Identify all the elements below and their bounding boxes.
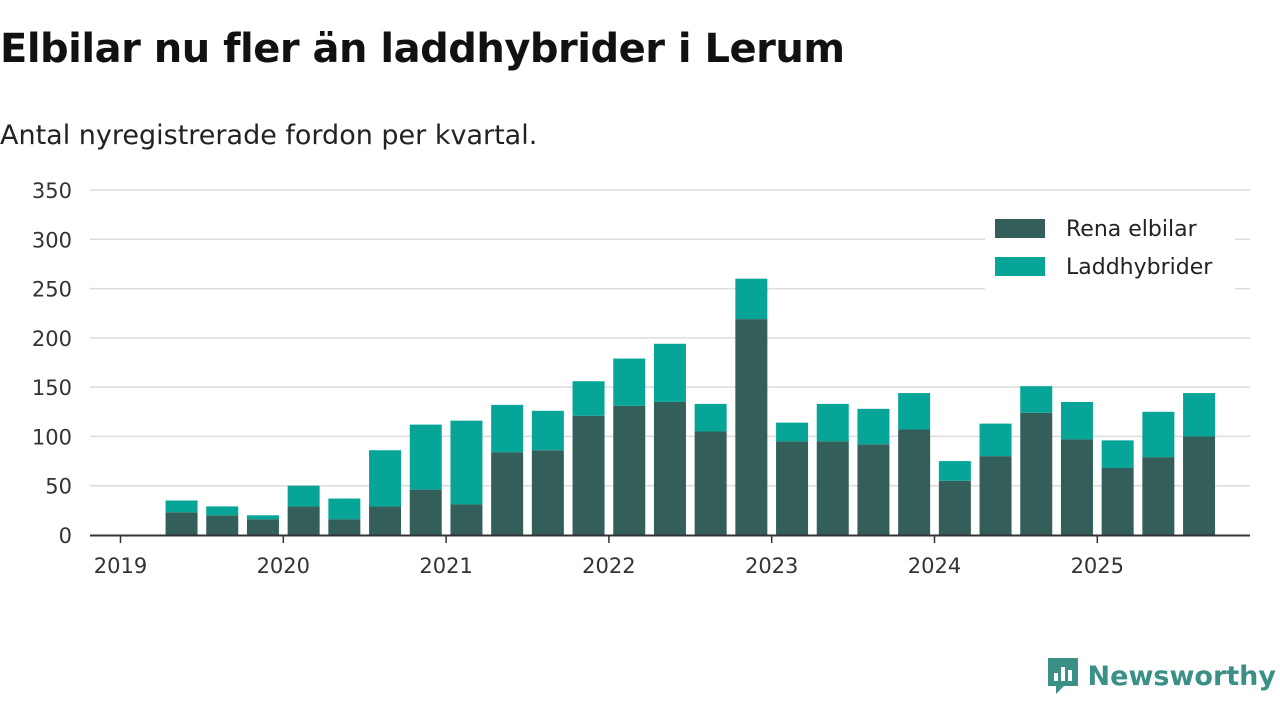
y-tick-label: 150 — [32, 376, 72, 400]
bar-laddhybrider — [735, 278, 768, 320]
legend-swatch-laddhybrider — [995, 257, 1045, 276]
bar-laddhybrider — [531, 410, 564, 451]
bar-laddhybrider — [1142, 411, 1175, 458]
bar-elbilar — [450, 504, 483, 535]
brand-name: Newsworthy — [1087, 660, 1276, 692]
bar-laddhybrider — [816, 403, 849, 442]
bar-laddhybrider — [1020, 386, 1053, 413]
bar-elbilar — [938, 480, 971, 535]
x-tick-label: 2025 — [1071, 554, 1124, 578]
bar-laddhybrider — [694, 403, 727, 432]
bar-laddhybrider — [938, 461, 971, 481]
x-tick-label: 2021 — [419, 554, 472, 578]
bar-elbilar — [898, 429, 931, 535]
bar-laddhybrider — [491, 404, 524, 453]
bar-elbilar — [165, 512, 198, 535]
bar-laddhybrider — [1183, 393, 1216, 437]
bar-elbilar — [613, 405, 646, 535]
bar-elbilar — [1142, 457, 1175, 535]
bar-elbilar — [653, 401, 686, 535]
bar-elbilar — [328, 519, 361, 535]
bars — [165, 278, 1216, 535]
bar-elbilar — [1060, 439, 1093, 535]
x-tick-label: 2024 — [908, 554, 961, 578]
legend-label-elbilar: Rena elbilar — [1066, 217, 1198, 242]
bar-laddhybrider — [206, 506, 239, 516]
bar-laddhybrider — [287, 485, 320, 507]
y-tick-label: 300 — [32, 228, 72, 252]
legend-label-laddhybrider: Laddhybrider — [1066, 255, 1213, 280]
bar-laddhybrider — [898, 393, 931, 430]
y-tick-label: 200 — [32, 327, 72, 351]
bar-elbilar — [572, 415, 605, 535]
bar-laddhybrider — [613, 358, 646, 406]
bar-elbilar — [857, 444, 890, 535]
chart-subtitle: Antal nyregistrerade fordon per kvartal. — [0, 120, 538, 151]
bar-laddhybrider — [165, 500, 198, 513]
bar-laddhybrider — [776, 422, 809, 442]
bar-elbilar — [246, 519, 279, 535]
bar-laddhybrider — [1101, 440, 1134, 468]
y-tick-label: 0 — [59, 524, 72, 548]
bar-laddhybrider — [979, 423, 1012, 457]
bar-elbilar — [531, 450, 564, 535]
bar-elbilar — [287, 506, 320, 535]
x-tick-label: 2019 — [94, 554, 147, 578]
x-axis-ticks: 2019 2020 2021 2022 2023 2024 2025 — [94, 536, 1124, 578]
bar-laddhybrider — [409, 424, 442, 490]
x-tick-label: 2022 — [582, 554, 635, 578]
legend-swatch-elbilar — [995, 219, 1045, 238]
newsworthy-logo-icon — [1047, 658, 1078, 694]
bar-laddhybrider — [653, 343, 686, 402]
bar-elbilar — [735, 319, 768, 535]
bar-elbilar — [491, 452, 524, 535]
bar-laddhybrider — [328, 498, 361, 520]
bar-laddhybrider — [857, 408, 890, 445]
bar-laddhybrider — [450, 420, 483, 505]
bar-laddhybrider — [572, 381, 605, 416]
y-tick-label: 350 — [32, 179, 72, 203]
bar-laddhybrider — [369, 450, 402, 507]
x-tick-label: 2023 — [745, 554, 798, 578]
y-axis-ticks: 0 50 100 150 200 250 300 350 — [32, 179, 72, 548]
bar-elbilar — [369, 506, 402, 535]
bar-elbilar — [694, 431, 727, 535]
bar-elbilar — [1020, 412, 1053, 535]
y-tick-label: 250 — [32, 278, 72, 302]
bar-elbilar — [206, 515, 239, 535]
y-tick-label: 100 — [32, 425, 72, 449]
bar-elbilar — [776, 441, 809, 535]
bar-elbilar — [409, 489, 442, 535]
bar-elbilar — [1183, 436, 1216, 535]
legend: Rena elbilar Laddhybrider — [985, 203, 1235, 291]
bar-elbilar — [816, 441, 849, 535]
bar-elbilar — [1101, 467, 1134, 535]
y-tick-label: 50 — [45, 475, 72, 499]
legend-background — [985, 203, 1235, 291]
chart-title: Elbilar nu fler än laddhybrider i Lerum — [0, 26, 845, 72]
brand-logo: Newsworthy — [1046, 656, 1276, 696]
bar-elbilar — [979, 456, 1012, 535]
x-tick-label: 2020 — [257, 554, 310, 578]
bar-laddhybrider — [1060, 401, 1093, 440]
bar-laddhybrider — [246, 515, 279, 520]
